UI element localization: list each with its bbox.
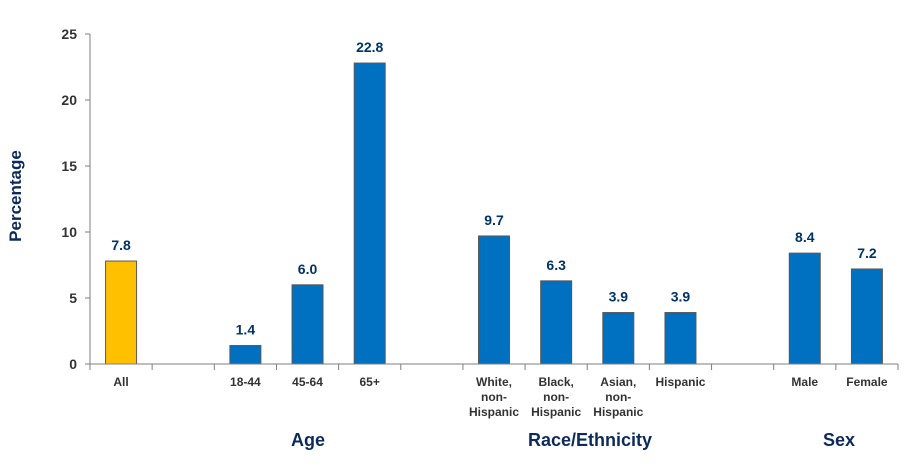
x-tick-label: Hispanic [469, 405, 519, 419]
group-label-sex: Sex [823, 430, 855, 450]
x-tick-label: non- [543, 390, 569, 404]
data-label: 22.8 [356, 39, 383, 55]
x-tick-label: Female [846, 375, 888, 389]
data-label: 9.7 [484, 212, 504, 228]
bar [540, 280, 573, 365]
bar [291, 284, 324, 365]
y-axis: 0 5 10 15 20 25 [61, 26, 91, 372]
data-label: 3.9 [671, 289, 691, 305]
x-tick-label: Hispanic [655, 375, 705, 389]
data-label: 7.2 [857, 245, 877, 261]
data-labels: 7.8 1.4 6.0 22.8 9.7 6.3 3.9 3.9 8.4 7.2 [111, 39, 877, 337]
x-tick-label: All [113, 375, 128, 389]
data-label: 3.9 [609, 289, 629, 305]
y-tick-label: 25 [61, 26, 77, 42]
data-label: 7.8 [111, 237, 131, 253]
data-label: 1.4 [236, 322, 256, 338]
y-tick-label: 15 [61, 158, 77, 174]
x-tick-label: 65+ [360, 375, 380, 389]
y-tick-label: 20 [61, 92, 77, 108]
data-label: 6.0 [298, 261, 318, 277]
data-label: 8.4 [795, 229, 815, 245]
bar [353, 62, 386, 365]
data-label: 6.3 [546, 257, 566, 273]
x-tick-label: Hispanic [531, 405, 581, 419]
y-axis-label: Percentage [6, 150, 25, 242]
bar [229, 345, 262, 365]
x-tick-label: 45-64 [292, 375, 323, 389]
x-axis-category-labels: All 18-44 45-64 65+ White,non-HispanicBlack,… [113, 375, 888, 419]
x-tick-label: White, [476, 375, 512, 389]
bar [850, 268, 883, 365]
x-tick-label: Asian, [600, 375, 636, 389]
x-tick-label: Black, [538, 375, 573, 389]
x-tick-label: non- [481, 390, 507, 404]
y-tick-label: 5 [69, 290, 77, 306]
x-tick-label: 18-44 [230, 375, 261, 389]
bar [105, 260, 138, 365]
bar [602, 312, 635, 365]
bar [664, 312, 697, 365]
x-tick-label: Male [791, 375, 818, 389]
x-tick-label: non- [605, 390, 631, 404]
group-label-age: Age [291, 430, 325, 450]
x-axis [89, 363, 899, 370]
bar [788, 252, 821, 365]
x-tick-label: Hispanic [593, 405, 643, 419]
bar [478, 235, 510, 365]
group-label-race-ethnicity: Race/Ethnicity [528, 430, 652, 450]
y-tick-label: 0 [69, 356, 77, 372]
y-tick-label: 10 [61, 224, 77, 240]
